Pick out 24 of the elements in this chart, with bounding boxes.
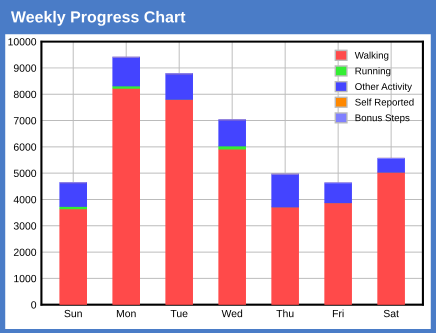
x-tick-label: Thu <box>276 310 294 318</box>
legend-label: Other Activity <box>355 82 412 92</box>
x-tick-label: Fri <box>332 310 344 318</box>
x-tick-label: Wed <box>222 310 242 318</box>
x-tick-label: Tue <box>170 310 188 318</box>
y-tick-label: 2000 <box>14 248 36 256</box>
x-tick-label: Sun <box>64 310 82 318</box>
y-tick-label: 5000 <box>14 170 36 178</box>
legend-label: Bonus Steps <box>356 114 410 124</box>
y-tick-label: 7000 <box>14 117 36 124</box>
y-tick-label: 1000 <box>14 274 36 282</box>
legend-label: Self Reported <box>355 98 414 108</box>
y-tick-label: 9000 <box>14 64 36 72</box>
y-tick-label: 6000 <box>14 143 36 151</box>
legend-label: Running <box>356 67 390 76</box>
y-tick-label: 8000 <box>14 90 36 98</box>
y-tick-label: 0 <box>31 301 36 309</box>
y-tick-label: 4000 <box>14 196 36 204</box>
y-tick-label: 3000 <box>14 222 36 230</box>
x-tick-label: Sat <box>384 310 399 318</box>
x-tick-label: Mon <box>116 310 136 318</box>
chart-title: Weekly Progress Chart <box>10 10 186 26</box>
legend-label: Walking <box>354 52 388 61</box>
y-tick-label: 10000 <box>8 38 36 46</box>
